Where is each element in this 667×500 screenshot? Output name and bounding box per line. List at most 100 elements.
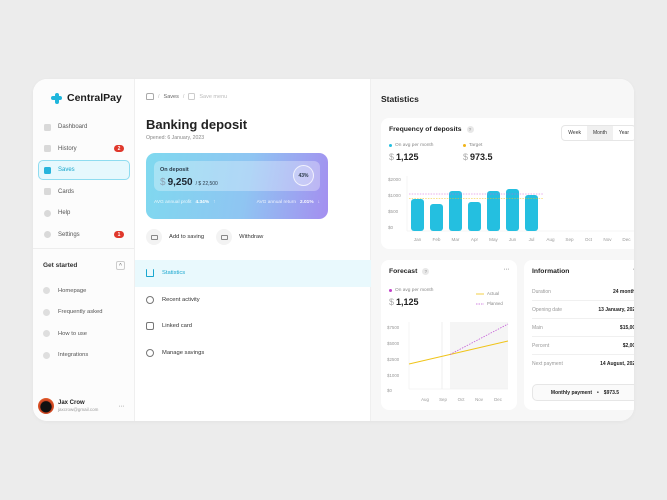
- svg-text:$2000: $2000: [388, 177, 401, 182]
- help-icon[interactable]: ?: [466, 126, 474, 133]
- user-profile[interactable]: Jax Crow jaxcrow@gmail.com ···: [38, 398, 130, 414]
- gear-icon: [146, 348, 154, 357]
- sidebar-nav: Dashboard History 2 Saves Cards Help Sett…: [38, 117, 130, 247]
- logo[interactable]: CentralPay: [51, 92, 122, 104]
- svg-text:Apr: Apr: [471, 237, 479, 242]
- history-badge: 2: [114, 145, 124, 153]
- help-icon[interactable]: ?: [422, 268, 430, 275]
- help-icon: [44, 209, 51, 217]
- legend-dot-icon: [463, 144, 466, 147]
- svg-text:$7500: $7500: [387, 325, 400, 330]
- svg-text:$1000: $1000: [387, 373, 400, 378]
- sidebar-item-dashboard[interactable]: Dashboard: [38, 117, 130, 137]
- svg-text:$5000: $5000: [387, 341, 400, 346]
- sidebar-divider: [33, 248, 134, 249]
- svg-text:Oct: Oct: [585, 237, 593, 242]
- info-row: Percent$2,000: [532, 343, 634, 355]
- collapse-toggle-button[interactable]: ^: [116, 261, 125, 270]
- svg-text:Jun: Jun: [509, 237, 517, 242]
- user-email: jaxcrow@gmail.com: [58, 407, 99, 412]
- sidebar-item-settings[interactable]: Settings 1: [38, 225, 130, 245]
- deposit-menu: Statistics Recent activity Linked card M…: [135, 260, 371, 366]
- grid-icon: [44, 123, 51, 131]
- atm-icon: [216, 229, 233, 245]
- gear-icon: [44, 231, 51, 239]
- sidebar-item-help[interactable]: Help: [38, 203, 130, 223]
- svg-text:Sep: Sep: [439, 397, 447, 402]
- sidebar-item-cards[interactable]: Cards: [38, 182, 130, 202]
- legend-dot-icon: [389, 289, 392, 292]
- target-value: $973.5: [463, 152, 493, 162]
- svg-text:$0: $0: [388, 225, 394, 230]
- link-homepage[interactable]: Homepage: [43, 280, 102, 302]
- info-icon: [43, 330, 50, 338]
- menu-icon: [188, 93, 196, 100]
- integrations-icon: [43, 351, 50, 359]
- svg-text:Aug: Aug: [421, 397, 429, 402]
- svg-text:Dec: Dec: [494, 397, 503, 402]
- deposit-card: On deposit $9,250/ $ 22,500 43% AVG annu…: [146, 153, 328, 219]
- sidebar: CentralPay Dashboard History 2 Saves Card…: [33, 79, 135, 421]
- deposit-panel: / Saves / Save menu Banking deposit Open…: [135, 79, 371, 421]
- sidebar-item-history[interactable]: History 2: [38, 139, 130, 159]
- arrow-down-icon: ↓: [317, 200, 320, 205]
- home-icon: [43, 287, 50, 295]
- add-to-saving-button[interactable]: Add to saving: [146, 229, 204, 245]
- get-started-header: Get started ^: [43, 261, 125, 270]
- info-row: Main$15,000: [532, 325, 634, 337]
- svg-text:Aug: Aug: [546, 237, 555, 242]
- sidebar-item-saves[interactable]: Saves: [38, 160, 130, 181]
- link-integrations[interactable]: Integrations: [43, 345, 102, 367]
- forecast-value: $1,125: [389, 297, 419, 307]
- link-faq[interactable]: Frequently asked: [43, 302, 102, 324]
- legend-dot-icon: [389, 144, 392, 147]
- tab-month[interactable]: Month: [586, 126, 613, 140]
- svg-text:$500: $500: [388, 209, 399, 214]
- withdraw-button[interactable]: Withdraw: [216, 229, 263, 245]
- app-window: CentralPay Dashboard History 2 Saves Card…: [33, 79, 634, 421]
- avatar: [38, 398, 54, 414]
- user-name: Jax Crow: [58, 400, 85, 406]
- more-icon[interactable]: ···: [503, 266, 510, 273]
- svg-text:Oct: Oct: [458, 397, 466, 402]
- forecast-legend: [476, 293, 484, 305]
- menu-linked-card[interactable]: Linked card: [135, 313, 371, 340]
- wallet-add-icon: [146, 229, 162, 245]
- svg-text:Nov: Nov: [603, 237, 612, 242]
- svg-text:$1000: $1000: [388, 193, 401, 198]
- statistics-section: Statistics Frequency of deposits? Week M…: [371, 79, 634, 421]
- settings-badge: 1: [114, 231, 124, 239]
- section-title: Statistics: [381, 94, 419, 104]
- breadcrumb-save-menu[interactable]: Save menu: [199, 93, 228, 100]
- card-icon: [44, 188, 51, 196]
- card-stats: AVG annual profit 4.34% ↑ AVG annual ret…: [154, 200, 320, 205]
- cross-logo-icon: [51, 92, 62, 104]
- more-icon[interactable]: ···: [118, 402, 125, 410]
- svg-text:$0: $0: [387, 388, 392, 393]
- wallet-icon: [44, 166, 51, 174]
- tab-week[interactable]: Week: [568, 130, 581, 136]
- deposit-actions: Add to saving Withdraw: [146, 229, 263, 245]
- menu-recent-activity[interactable]: Recent activity: [135, 287, 371, 314]
- progress-ring: 43%: [293, 165, 314, 186]
- more-icon[interactable]: ···: [633, 266, 635, 273]
- breadcrumb-saves[interactable]: Saves: [163, 93, 179, 100]
- clock-icon: [146, 295, 154, 304]
- avg-value: $1,125: [389, 152, 419, 162]
- menu-manage-savings[interactable]: Manage savings: [135, 340, 371, 367]
- home-icon[interactable]: [146, 93, 154, 100]
- monthly-payment-button[interactable]: Monthly payment • $973.5: [532, 384, 634, 401]
- tab-year[interactable]: Year: [618, 130, 629, 136]
- brand-name: CentralPay: [67, 92, 122, 104]
- link-how-to-use[interactable]: How to use: [43, 323, 102, 345]
- forecast-panel: Forecast? ··· On avg per month $1,125 Ac…: [381, 260, 517, 410]
- svg-text:Mar: Mar: [452, 237, 460, 242]
- svg-text:$2500: $2500: [387, 357, 400, 362]
- menu-statistics[interactable]: Statistics: [135, 260, 371, 287]
- opened-date: Opened: 6 January, 2023: [146, 135, 205, 141]
- card-icon: [146, 322, 154, 331]
- svg-text:May: May: [489, 237, 498, 242]
- frequency-bar-chart: $2000 $1000 $500 $0: [388, 176, 634, 242]
